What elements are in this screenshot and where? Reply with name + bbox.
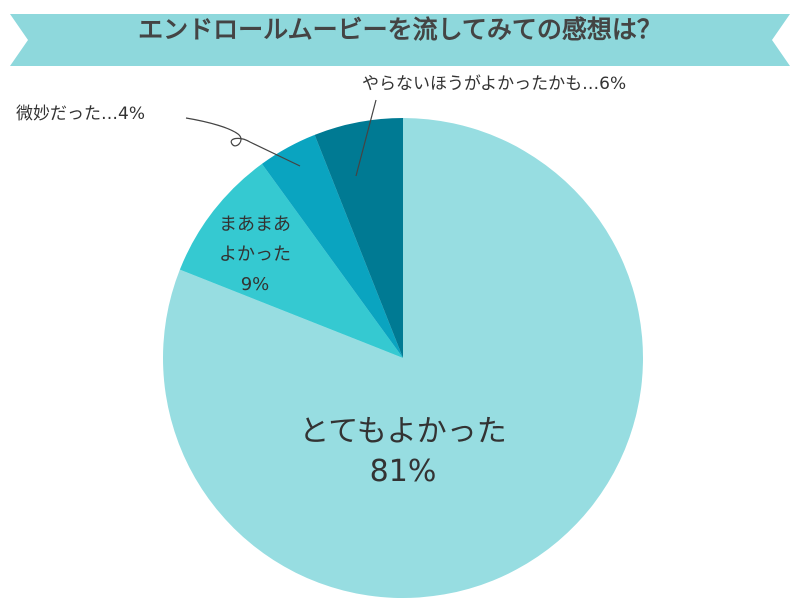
- pie-slice: [314, 118, 403, 358]
- pie-slice: [179, 163, 403, 358]
- slice-label: とてもよかった 81%: [253, 412, 553, 492]
- title-banner: [10, 14, 790, 66]
- leader-line: [185, 117, 301, 167]
- value-label: …4%: [101, 104, 145, 124]
- category-label: 微妙だった: [16, 104, 101, 124]
- leader-line: [355, 99, 377, 177]
- value-label: 81%: [369, 454, 437, 489]
- slice-label: まあまあよかった 9%: [205, 210, 305, 300]
- slice-label: 微妙だった…4%: [16, 104, 145, 124]
- pie-slice: [261, 134, 403, 358]
- category-label: やらないほうがよかったかも: [362, 74, 583, 94]
- pie: [162, 118, 644, 598]
- category-label: とてもよかった: [299, 414, 507, 449]
- value-label: 9%: [240, 274, 270, 295]
- category-label: まあまあよかった: [218, 214, 291, 265]
- value-label: …6%: [582, 74, 627, 94]
- chart-title: エンドロールムービーを流してみての感想は？: [138, 15, 662, 44]
- slice-label: やらないほうがよかったかも…6%: [362, 74, 626, 94]
